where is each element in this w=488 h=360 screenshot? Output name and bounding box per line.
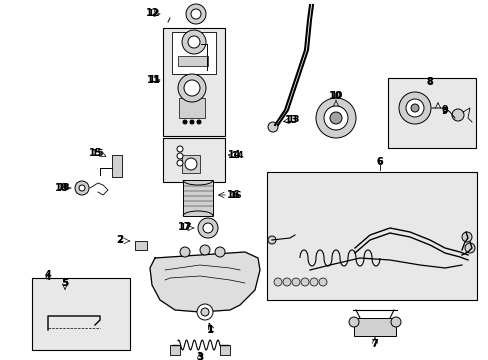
Text: 1: 1: [206, 325, 213, 334]
Circle shape: [183, 120, 186, 124]
Text: 3: 3: [197, 354, 203, 360]
Circle shape: [79, 185, 85, 191]
Text: 9: 9: [441, 108, 447, 117]
Bar: [112, 155, 122, 177]
Text: 12: 12: [146, 8, 160, 18]
Circle shape: [410, 104, 418, 112]
Circle shape: [177, 146, 183, 152]
Text: 15: 15: [89, 148, 102, 158]
Text: 5: 5: [62, 279, 68, 288]
Text: 10: 10: [328, 91, 342, 101]
Bar: [220, 345, 229, 355]
Text: 5: 5: [61, 278, 68, 288]
Text: 8: 8: [426, 77, 432, 86]
Circle shape: [318, 278, 326, 286]
Circle shape: [190, 120, 194, 124]
Text: 11: 11: [147, 75, 161, 85]
Text: 6: 6: [376, 157, 383, 167]
Text: 16: 16: [227, 190, 240, 200]
Circle shape: [451, 109, 463, 121]
Text: 1: 1: [206, 325, 213, 335]
Circle shape: [309, 278, 317, 286]
Circle shape: [461, 232, 471, 242]
Text: 2: 2: [116, 235, 123, 245]
Text: 16: 16: [228, 190, 241, 199]
Bar: [135, 241, 147, 250]
Text: 12: 12: [146, 9, 159, 18]
Text: 4: 4: [44, 270, 51, 280]
Circle shape: [180, 247, 190, 257]
Circle shape: [315, 98, 355, 138]
Circle shape: [348, 317, 358, 327]
Text: 6: 6: [376, 158, 382, 166]
Bar: [178, 56, 207, 66]
Text: 8: 8: [426, 77, 432, 87]
Text: 11: 11: [147, 76, 160, 85]
Bar: [172, 32, 216, 74]
Circle shape: [178, 74, 205, 102]
Circle shape: [185, 4, 205, 24]
Circle shape: [177, 160, 183, 166]
Text: 15: 15: [91, 148, 103, 158]
Text: 14: 14: [230, 150, 243, 159]
Bar: [163, 138, 224, 182]
Circle shape: [324, 106, 347, 130]
Text: 13: 13: [286, 116, 299, 125]
Bar: [182, 155, 200, 173]
Circle shape: [329, 112, 341, 124]
Circle shape: [283, 278, 290, 286]
Text: 10: 10: [329, 91, 342, 100]
Circle shape: [197, 120, 201, 124]
Circle shape: [198, 218, 218, 238]
Text: 7: 7: [371, 339, 377, 348]
Circle shape: [75, 181, 89, 195]
Bar: [387, 78, 475, 148]
Text: 7: 7: [371, 339, 378, 349]
Circle shape: [191, 9, 201, 19]
Circle shape: [177, 153, 183, 159]
Circle shape: [301, 278, 308, 286]
Circle shape: [184, 158, 197, 170]
Circle shape: [464, 243, 474, 253]
Circle shape: [183, 80, 200, 96]
Circle shape: [267, 122, 278, 132]
Text: 2: 2: [117, 235, 123, 244]
Text: 18: 18: [57, 184, 69, 193]
Text: 17: 17: [178, 222, 191, 232]
Circle shape: [291, 278, 299, 286]
Bar: [163, 28, 224, 136]
Circle shape: [200, 245, 209, 255]
Text: 3: 3: [196, 352, 203, 360]
Text: 4: 4: [45, 274, 51, 283]
Text: 17: 17: [178, 224, 191, 233]
Bar: [183, 180, 213, 216]
Text: 18: 18: [55, 183, 69, 193]
Text: 14: 14: [228, 150, 241, 160]
Text: 13: 13: [285, 115, 298, 125]
Circle shape: [267, 236, 275, 244]
Circle shape: [390, 317, 400, 327]
Circle shape: [203, 223, 213, 233]
Circle shape: [215, 247, 224, 257]
Circle shape: [273, 278, 282, 286]
Text: 9: 9: [441, 105, 447, 115]
Circle shape: [201, 308, 208, 316]
Bar: [32, 278, 130, 350]
Circle shape: [187, 36, 200, 48]
Circle shape: [197, 304, 213, 320]
Bar: [170, 345, 180, 355]
Bar: [266, 172, 476, 300]
Circle shape: [405, 99, 423, 117]
Circle shape: [182, 30, 205, 54]
Circle shape: [398, 92, 430, 124]
Bar: [353, 318, 395, 336]
Polygon shape: [150, 252, 260, 312]
Bar: [179, 98, 204, 118]
